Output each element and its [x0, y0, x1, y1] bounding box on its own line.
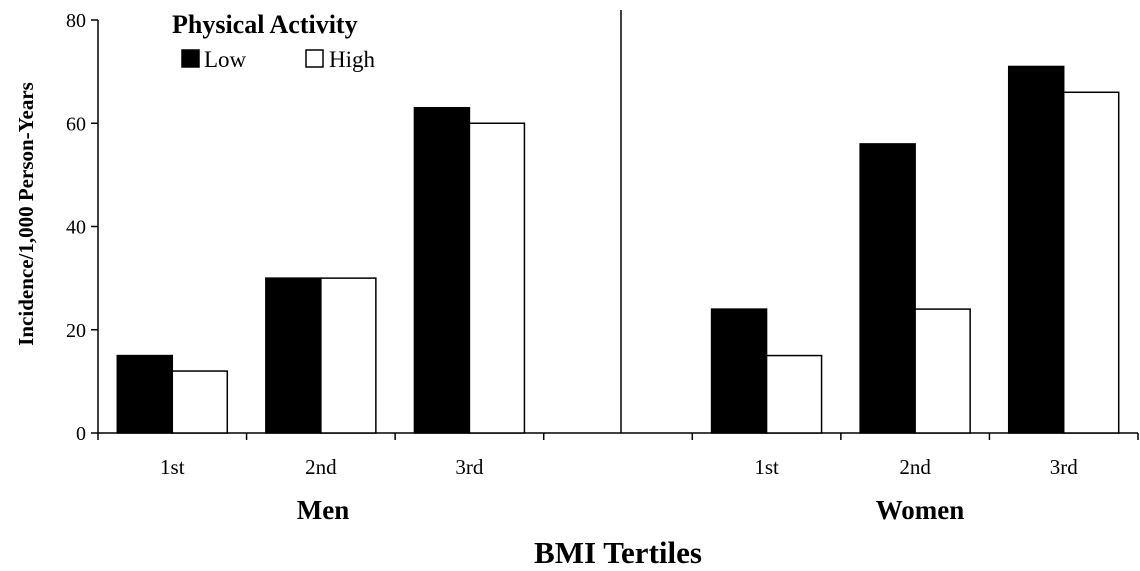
legend-swatch-low — [181, 49, 200, 68]
bar-men-3rd-low — [413, 107, 471, 434]
bars — [116, 65, 1120, 434]
category-label-women-3rd: 3rd — [1050, 455, 1078, 479]
y-tick-label-3: 60 — [66, 113, 86, 135]
category-label-men-3rd: 3rd — [455, 455, 483, 479]
category-label-men-2nd: 2nd — [305, 455, 337, 479]
bar-men-2nd-high — [320, 277, 377, 434]
group-label-women: Women — [876, 495, 965, 525]
bar-women-1st-high — [765, 354, 823, 434]
bar-men-1st-low — [116, 354, 174, 434]
bar-women-3rd-high — [1062, 91, 1120, 434]
legend-label-low: Low — [204, 47, 247, 72]
bar-men-1st-high — [171, 370, 229, 434]
x-axis-label: BMI Tertiles — [534, 535, 702, 570]
category-label-women-1st: 1st — [754, 455, 779, 479]
bar-men-2nd-low — [265, 277, 322, 434]
group-label-men: Men — [297, 495, 349, 525]
y-tick-label-0: 0 — [76, 423, 86, 445]
y-tick-label-2: 40 — [66, 217, 86, 239]
axes — [91, 10, 1139, 440]
legend-title: Physical Activity — [172, 10, 358, 39]
y-axis-label: Incidence/1,000 Person-Years — [14, 82, 38, 346]
legend: Physical Activity Low High — [172, 10, 376, 72]
legend-swatch-high — [305, 49, 324, 68]
y-tick-label-4: 80 — [66, 10, 86, 32]
bar-women-2nd-low — [859, 143, 916, 434]
bar-women-2nd-high — [914, 308, 971, 434]
legend-label-high: High — [329, 47, 376, 72]
bar-men-3rd-high — [468, 122, 526, 434]
bar-women-1st-low — [710, 308, 768, 434]
category-label-women-2nd: 2nd — [899, 455, 931, 479]
bar-women-3rd-low — [1007, 65, 1065, 434]
y-tick-label-1: 20 — [66, 320, 86, 342]
category-label-men-1st: 1st — [160, 455, 185, 479]
labels: 0 20 40 60 80 1st 2nd 3rd Men 1st 2nd 3rd Women — [66, 10, 1078, 525]
